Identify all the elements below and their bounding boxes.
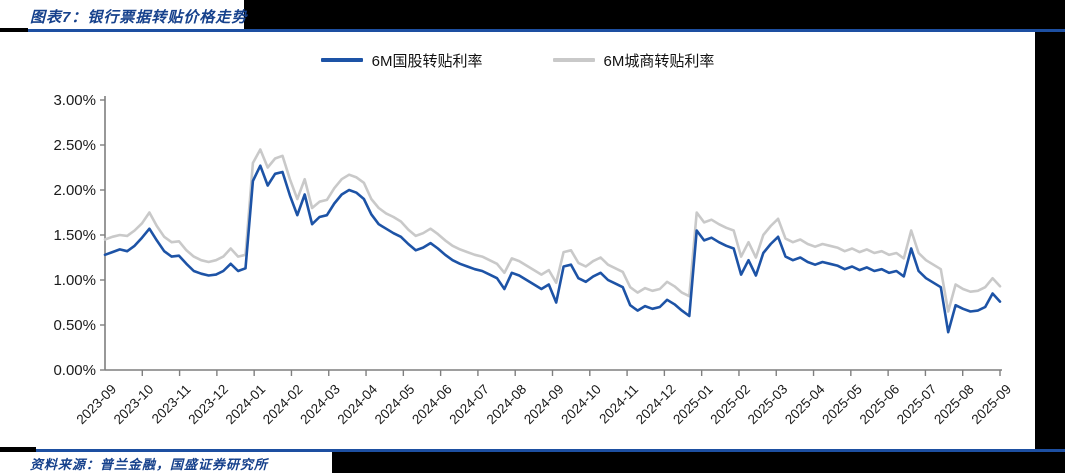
legend-item-chengshang: 6M城商转贴利率 — [552, 50, 715, 71]
chart-card — [0, 32, 1035, 449]
source-note: 资料来源：普兰金融，国盛证券研究所 — [30, 457, 269, 472]
x-axis-tick-label: 2025-09 — [968, 382, 1014, 428]
x-axis-tick-label: 2024-05 — [372, 382, 418, 428]
y-axis-tick-label: 1.00% — [53, 272, 96, 289]
discount-rate-line-chart: 0.00% 0.50% 1.00% 1.50% 2.00% 2.50% 3.00% 2023-… — [53, 92, 1014, 428]
legend-line-swatch-blue — [320, 58, 363, 62]
x-axis-tick-label: 2024-09 — [521, 382, 567, 428]
chart-title-background — [0, 0, 244, 29]
y-axis-tick-label: 0.00% — [53, 362, 96, 379]
x-axis-tick-label: 2024-11 — [596, 382, 641, 427]
bottom-divider-rule — [0, 449, 1065, 452]
y-axis-tick-label: 3.00% — [53, 92, 96, 109]
x-axis-tick-label: 2025-06 — [857, 382, 903, 428]
legend-label-guogu: 6M国股转贴利率 — [371, 52, 483, 70]
x-axis-tick-label: 2025-05 — [819, 382, 865, 428]
bottom-divider-left-cap — [0, 447, 36, 453]
x-axis-tick-label: 2024-12 — [633, 382, 679, 428]
x-axis-tick-label: 2025-04 — [782, 381, 828, 427]
y-axis-tick-label: 2.00% — [53, 182, 96, 199]
x-axis-tick-label: 2025-02 — [707, 382, 753, 428]
x-axis-tick-label: 2025-07 — [894, 382, 940, 428]
y-axis-tick-label: 0.50% — [53, 317, 96, 334]
x-axis-tick-label: 2024-10 — [558, 382, 604, 428]
x-axis-tick-label: 2025-08 — [931, 382, 977, 428]
top-divider-rule — [0, 29, 1065, 32]
legend-line-swatch-gray — [552, 58, 595, 62]
x-axis-tick-label: 2023-12 — [185, 382, 231, 428]
x-axis-tick-label: 2023-10 — [111, 382, 157, 428]
chart-legend: 6M国股转贴利率 6M城商转贴利率 — [0, 50, 1035, 70]
x-axis-tick-label: 2024-07 — [446, 382, 492, 428]
x-axis-tick-label: 2024-06 — [409, 382, 455, 428]
x-axis-tick-label: 2024-04 — [335, 381, 381, 427]
x-axis-tick-label: 2024-08 — [484, 382, 530, 428]
x-axis-tick-label: 2025-01 — [670, 382, 716, 428]
source-note-background — [0, 452, 332, 473]
y-axis-tick-label: 1.50% — [53, 227, 96, 244]
x-axis-tick-label: 2024-03 — [297, 382, 343, 428]
x-axis-tick-label: 2023-09 — [73, 382, 119, 428]
y-axis-tick-label: 2.50% — [53, 137, 96, 154]
x-axis-tick-label: 2025-03 — [745, 382, 791, 428]
x-axis-tick-label: 2024-01 — [223, 382, 269, 428]
series-line-guogu — [103, 164, 1002, 334]
x-axis-tick-label: 2024-02 — [260, 382, 306, 428]
x-axis-tick-label: 2023-11 — [149, 382, 194, 427]
legend-label-chengshang: 6M城商转贴利率 — [603, 52, 715, 70]
series-line-chengshang — [103, 148, 1002, 313]
legend-item-guogu: 6M国股转贴利率 — [320, 50, 483, 71]
chart-title: 图表7：银行票据转贴价格走势 — [30, 9, 248, 26]
top-divider-left-cap — [0, 28, 28, 33]
